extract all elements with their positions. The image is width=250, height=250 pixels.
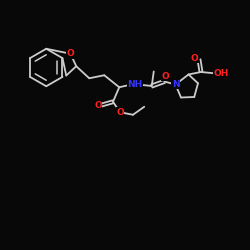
Text: O: O: [190, 54, 198, 63]
Text: O: O: [66, 49, 74, 58]
Text: OH: OH: [214, 69, 229, 78]
Text: O: O: [162, 72, 169, 80]
Text: N: N: [172, 80, 179, 89]
Text: O: O: [94, 101, 102, 110]
Text: NH: NH: [127, 80, 142, 89]
Text: O: O: [116, 108, 124, 117]
